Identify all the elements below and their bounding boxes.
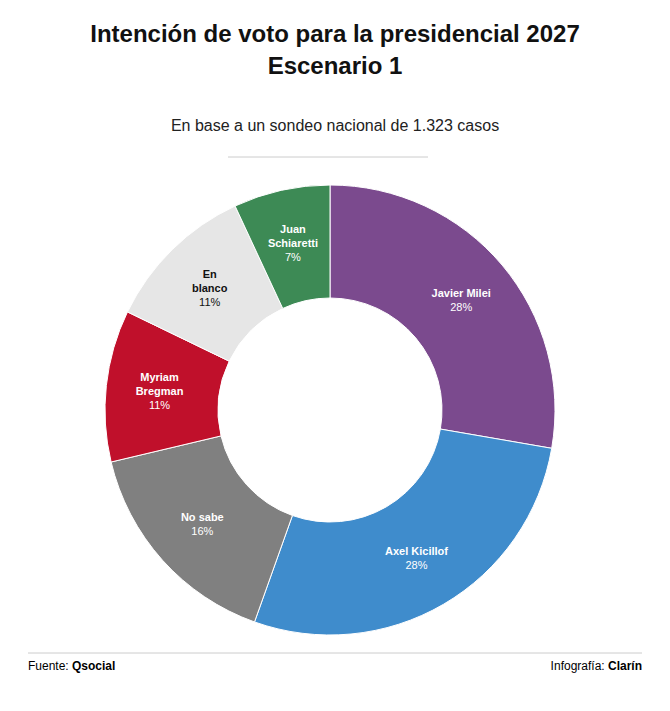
svg-text:11%: 11% [199,296,220,308]
svg-text:Bregman: Bregman [136,385,184,397]
svg-text:11%: 11% [149,399,170,411]
svg-text:Javier Milei: Javier Milei [432,287,491,299]
svg-text:blanco: blanco [192,282,228,294]
svg-text:No sabe: No sabe [181,511,224,523]
svg-text:Clarín: Clarín [608,659,642,673]
svg-text:Fuente:: Fuente: [28,659,69,673]
svg-text:Infografía:: Infografía: [551,659,605,673]
svg-text:Myriam: Myriam [140,371,179,383]
svg-text:28%: 28% [406,559,428,571]
svg-text:Axel Kicillof: Axel Kicillof [385,545,448,557]
svg-text:En: En [203,268,217,280]
svg-text:Intención de voto para la pres: Intención de voto para la presidencial 2… [90,20,580,47]
svg-text:28%: 28% [450,301,472,313]
svg-text:Juan: Juan [280,223,306,235]
svg-text:Schiaretti: Schiaretti [268,237,318,249]
svg-text:16%: 16% [191,525,213,537]
svg-text:7%: 7% [285,251,301,263]
svg-text:Qsocial: Qsocial [72,659,115,673]
svg-text:Escenario 1: Escenario 1 [268,52,403,79]
svg-text:En base a un sondeo nacional d: En base a un sondeo nacional de 1.323 ca… [171,117,499,134]
